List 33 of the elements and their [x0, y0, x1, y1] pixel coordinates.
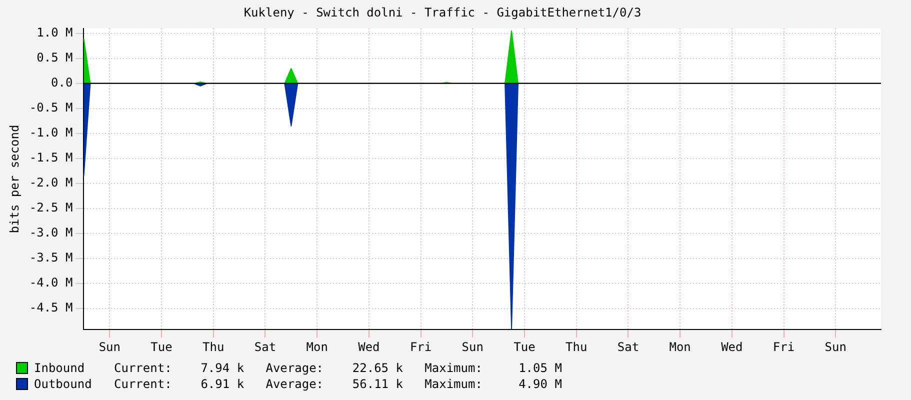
text: Current: 6.91 k Average: 56.11 k Maximum: 4.90 M	[114, 377, 562, 391]
x-tick-label: Wed	[358, 340, 380, 354]
y-tick-label: 0.0	[51, 76, 73, 90]
x-tick-label: Sun	[462, 340, 484, 354]
x-tick-label: Thu	[566, 340, 588, 354]
y-tick-label: 0.5 M	[36, 50, 73, 65]
chart-title: Kukleny - Switch dolni - Traffic - GigabitEthernet1/0/3	[244, 5, 642, 20]
x-tick-label: Sun	[98, 340, 121, 354]
y-tick-label: -0.5 M	[29, 100, 73, 115]
x-tick-label: Sun	[824, 340, 846, 354]
x-tick-label: Fri	[772, 340, 795, 354]
legend-label: Inbound	[34, 361, 86, 375]
x-tick-label: Tue	[150, 340, 172, 354]
x-tick-label: Thu	[202, 340, 224, 354]
y-tick-label: 1.0 M	[36, 26, 73, 40]
x-tick-label: Tue	[514, 340, 536, 354]
x-tick-label: Sat	[617, 340, 640, 354]
x-tick-label: Fri	[410, 340, 432, 354]
y-tick-label: -1.0 M	[29, 126, 73, 140]
y-axis-title: bits per second	[7, 124, 22, 234]
x-tick-label: Sat	[254, 340, 276, 354]
y-tick-label: -3.5 M	[29, 250, 73, 265]
y-tick-label: -2.5 M	[29, 200, 73, 215]
x-tick-label: Mon	[669, 340, 691, 354]
y-tick-label: -4.0 M	[29, 276, 73, 290]
y-tick-label: -3.0 M	[29, 226, 73, 240]
y-tick-label: -2.0 M	[29, 176, 73, 190]
y-tick-label: -4.5 M	[29, 300, 73, 315]
y-tick-label: -1.5 M	[29, 150, 73, 165]
x-tick-label: Mon	[306, 340, 328, 354]
text: Current: 7.94 k Average: 22.65 k Maximum: 1.05 M	[114, 361, 562, 375]
legend-label: Outbound	[34, 377, 93, 391]
x-tick-label: Wed	[721, 340, 743, 354]
